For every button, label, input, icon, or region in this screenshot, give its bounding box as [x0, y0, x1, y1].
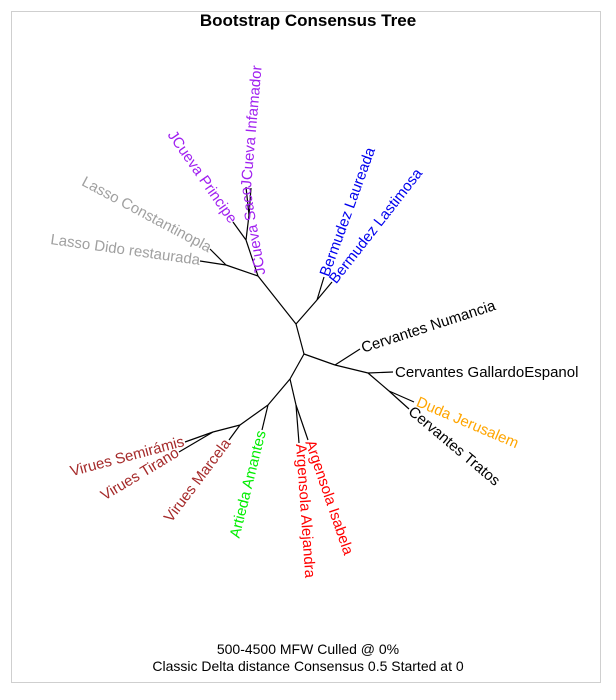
tree-title: Bootstrap Consensus Tree: [200, 11, 416, 30]
footer-distance-line: Classic Delta distance Consensus 0.5 Sta…: [152, 658, 463, 674]
leaf-label-jcueva-infamador: JCueva Infamador: [238, 65, 266, 189]
leaf-labels: JCueva Infamador JCueva Saco JCueva Prin…: [49, 65, 578, 579]
leaf-label-jcueva-principe: JCueva Principe: [164, 127, 241, 226]
leaf-label-cervantes-gallardoespanol: Cervantes GallardoEspanol: [395, 364, 578, 381]
leaf-label-jcueva-saco: JCueva Saco: [237, 186, 269, 277]
leaf-label-cervantes-numancia: Cervantes Numancia: [359, 297, 498, 357]
footer-mfw-line: 500-4500 MFW Culled @ 0%: [217, 641, 399, 657]
plot-frame: [11, 11, 601, 683]
tree-branches: [178, 186, 415, 453]
